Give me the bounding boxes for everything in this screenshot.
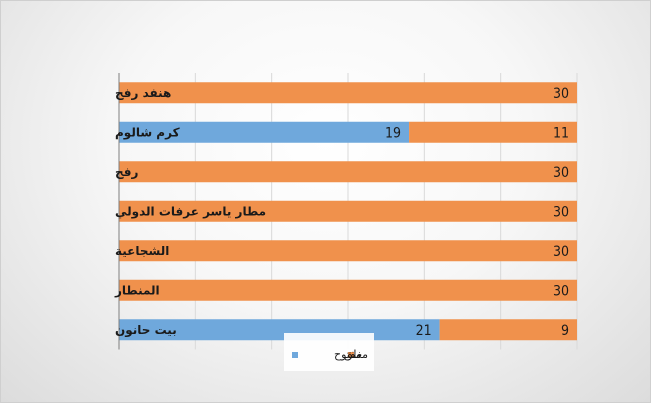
bar-closed-2 xyxy=(119,161,577,183)
data-label-open-1: 19 xyxy=(385,125,401,141)
bar-open-1 xyxy=(119,121,410,143)
bars xyxy=(119,82,577,341)
data-label-closed-4: 30 xyxy=(553,244,569,260)
bar-closed-1 xyxy=(409,121,577,143)
data-label-open-6: 21 xyxy=(416,323,432,339)
legend-swatch-closed xyxy=(348,352,354,358)
legend-swatch-open xyxy=(292,352,298,358)
bar-closed-0 xyxy=(119,82,577,104)
data-label-closed-6: 9 xyxy=(561,323,569,339)
category-label-1: كرم شالوم xyxy=(115,125,180,140)
legend-label-open: مفتوح xyxy=(334,348,362,361)
data-label-closed-1: 11 xyxy=(553,125,569,141)
bar-closed-3 xyxy=(119,200,577,222)
category-label-6: بيت حانون xyxy=(115,323,177,338)
legend-box xyxy=(284,333,374,371)
data-labels: 30 19 11 30 30 30 30 21 9 xyxy=(385,86,569,339)
bar-closed-6 xyxy=(439,319,577,341)
data-label-closed-5: 30 xyxy=(553,283,569,299)
bar-closed-5 xyxy=(119,279,577,301)
category-label-5: المنطار xyxy=(114,283,160,297)
bar-closed-4 xyxy=(119,240,577,262)
data-label-closed-0: 30 xyxy=(553,86,569,102)
category-label-0: هنفد رفح xyxy=(115,86,171,100)
data-label-closed-3: 30 xyxy=(553,204,569,220)
category-label-2: رفح xyxy=(115,165,139,179)
legend-label-closed: مغلق xyxy=(344,348,368,362)
data-label-closed-2: 30 xyxy=(553,165,569,181)
category-label-4: الشجاعية xyxy=(115,244,169,258)
category-label-3: مطار ياسر عرفات الدولي xyxy=(115,204,266,219)
category-labels: هنفد رفح كرم شالوم رفح مطار ياسر عرفات الدو… xyxy=(114,86,266,338)
